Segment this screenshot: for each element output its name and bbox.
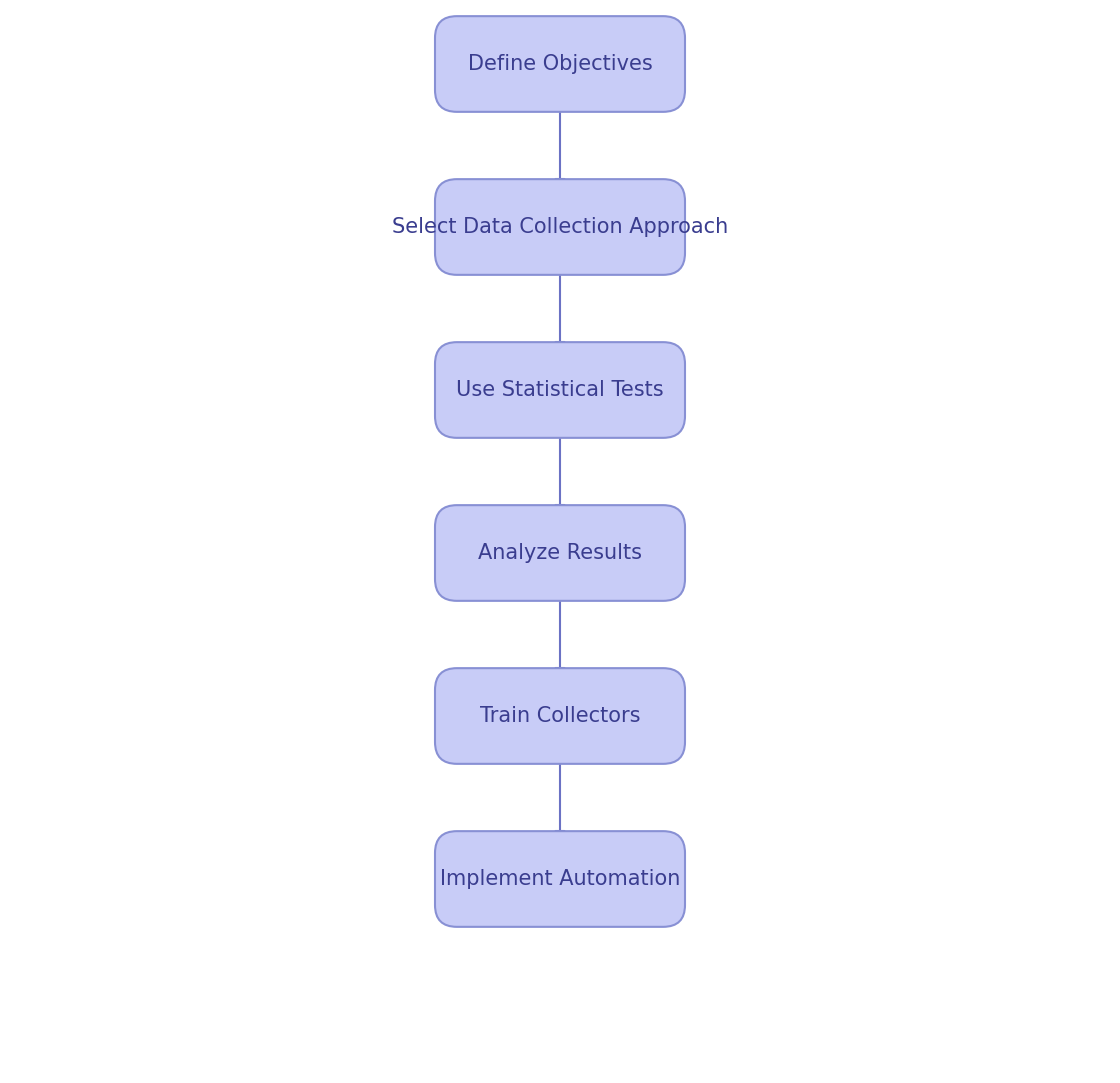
Text: Analyze Results: Analyze Results (478, 543, 642, 563)
FancyBboxPatch shape (435, 179, 685, 275)
Text: Use Statistical Tests: Use Statistical Tests (456, 380, 664, 400)
Text: Define Objectives: Define Objectives (468, 54, 652, 74)
FancyBboxPatch shape (435, 831, 685, 927)
FancyBboxPatch shape (435, 342, 685, 438)
Text: Select Data Collection Approach: Select Data Collection Approach (392, 217, 728, 237)
FancyBboxPatch shape (435, 16, 685, 112)
Text: Train Collectors: Train Collectors (479, 706, 641, 726)
Text: Implement Automation: Implement Automation (440, 869, 680, 889)
FancyBboxPatch shape (435, 505, 685, 601)
FancyBboxPatch shape (435, 668, 685, 764)
